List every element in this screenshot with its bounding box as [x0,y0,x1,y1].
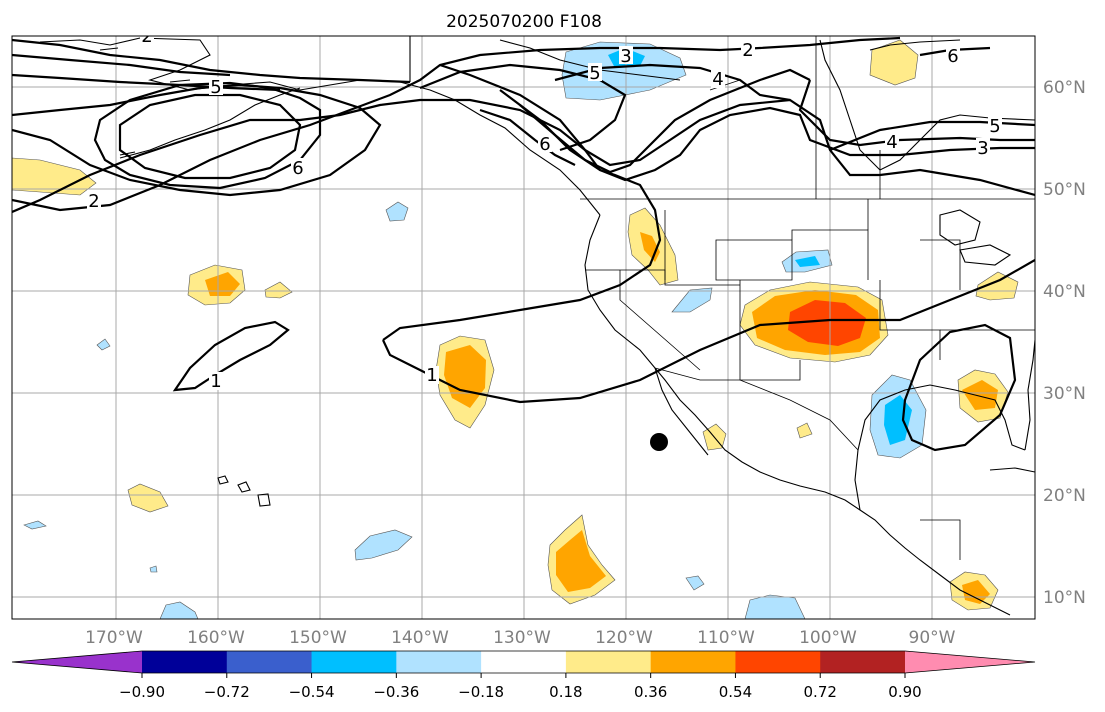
colorbar-extend-high [905,651,1035,673]
contour-2 [12,38,411,84]
anomaly-blue [159,601,199,619]
colorbar-extend-low [12,651,142,673]
contour-2 [439,63,1035,197]
contour-label: 6 [539,134,550,155]
colorbar-tick-label: −0.36 [373,683,419,701]
contour-4 [12,73,281,92]
colorbar-tick-label: 0.54 [719,683,752,701]
anomaly-orange [205,272,240,296]
contour-label: 1 [426,365,437,386]
anomaly-blue [671,287,713,313]
map-area: 2 2 3 5 4 6 5 5 4 3 6 6 2 1 [12,26,1035,619]
contour-4 [519,68,811,174]
contour-6 [118,93,302,180]
contour-1-large [12,98,662,341]
contour-label: 4 [712,69,723,90]
lat-tick: 60°N [1043,78,1086,98]
colorbar-bin [142,651,228,673]
anomaly-orange [962,380,998,410]
colorbar-tick-label: 0.36 [634,683,667,701]
colorbar: −0.90 −0.72 −0.54 −0.36 −0.18 0.18 0.36 0.54 0.7… [11,650,1036,701]
contour-label: 5 [210,77,221,98]
shaded-anomalies [12,39,1019,619]
lon-tick: 150°W [289,628,347,648]
contour-label: 3 [620,46,631,67]
lon-tick: 140°W [391,628,449,648]
colorbar-tick-label: 0.72 [804,683,837,701]
anomaly-yellow [869,39,919,86]
contour-label: 1 [210,371,221,392]
colorbar-bin [396,651,482,673]
anomaly-blue [385,201,409,222]
colorbar-tick-label: 0.90 [888,683,921,701]
contour-4 [798,79,1035,147]
lon-tick: 120°W [595,628,653,648]
contour-label: 2 [88,191,99,212]
anomaly-cyan [795,256,820,267]
contour-label: 2 [141,26,152,47]
colorbar-bin [226,651,313,673]
lon-tick: 90°W [909,628,956,648]
map-title: 2025070200 F108 [446,12,602,32]
coastlines [39,36,1035,616]
contour-label: 2 [742,40,753,61]
anomaly-blue [149,565,158,573]
contour-label: 6 [947,46,958,67]
lon-tick: 160°W [187,628,245,648]
lon-tick: 100°W [799,628,857,648]
map-frame [11,35,1036,620]
lon-tick-labels: 170°W 160°W 150°W 140°W 130°W 120°W 110°… [85,628,956,648]
contour-label: 5 [589,63,600,84]
anomaly-yellow [975,271,1019,301]
lon-tick: 110°W [697,628,755,648]
lat-tick: 30°N [1043,384,1086,404]
lon-tick: 130°W [493,628,551,648]
contour-label: 4 [886,132,897,153]
storm-center-marker [650,433,668,451]
contour-label: 3 [977,138,988,159]
contours [12,36,1035,452]
contour-label: 5 [989,116,1000,137]
anomaly-orange [962,580,990,604]
anomaly-yellow [796,422,813,439]
lat-tick: 50°N [1043,180,1086,200]
contour-labels: 2 2 3 5 4 6 5 5 4 3 6 6 2 1 [87,26,1002,392]
anomaly-red [788,300,866,346]
colorbar-bin [481,651,567,673]
contour-1-loop [901,323,1017,452]
contour-5 [93,81,322,190]
colorbar-bin [565,651,652,673]
colorbar-tick-label: −0.90 [119,683,165,701]
lat-tick-labels: 60°N 50°N 40°N 30°N 20°N 10°N [1043,78,1086,608]
gridlines [12,36,1035,619]
lat-tick: 20°N [1043,486,1086,506]
contour-1-loop [172,320,290,392]
colorbar-bin [820,651,906,673]
anomaly-blue [685,575,705,591]
contour-6 [479,108,576,166]
colorbar-tick-label: −0.72 [204,683,250,701]
anomaly-yellow [264,281,293,299]
anomaly-blue [96,338,111,351]
colorbar-bin [311,651,397,673]
contour-3 [12,83,382,197]
colorbar-tick-label: −0.54 [289,683,335,701]
lon-tick: 170°W [85,628,143,648]
anomaly-yellow [127,483,169,513]
colorbar-tick-label: −0.18 [458,683,504,701]
contour-label: 6 [292,158,303,179]
anomaly-orange [556,530,606,592]
contour-3 [12,53,231,77]
colorbar-bin [650,651,736,673]
colorbar-tick-label: 0.18 [549,683,582,701]
anomaly-blue [23,520,47,530]
lat-tick: 40°N [1043,282,1086,302]
anomaly-blue [354,529,413,561]
lat-tick: 10°N [1043,588,1086,608]
colorbar-bin [735,651,821,673]
